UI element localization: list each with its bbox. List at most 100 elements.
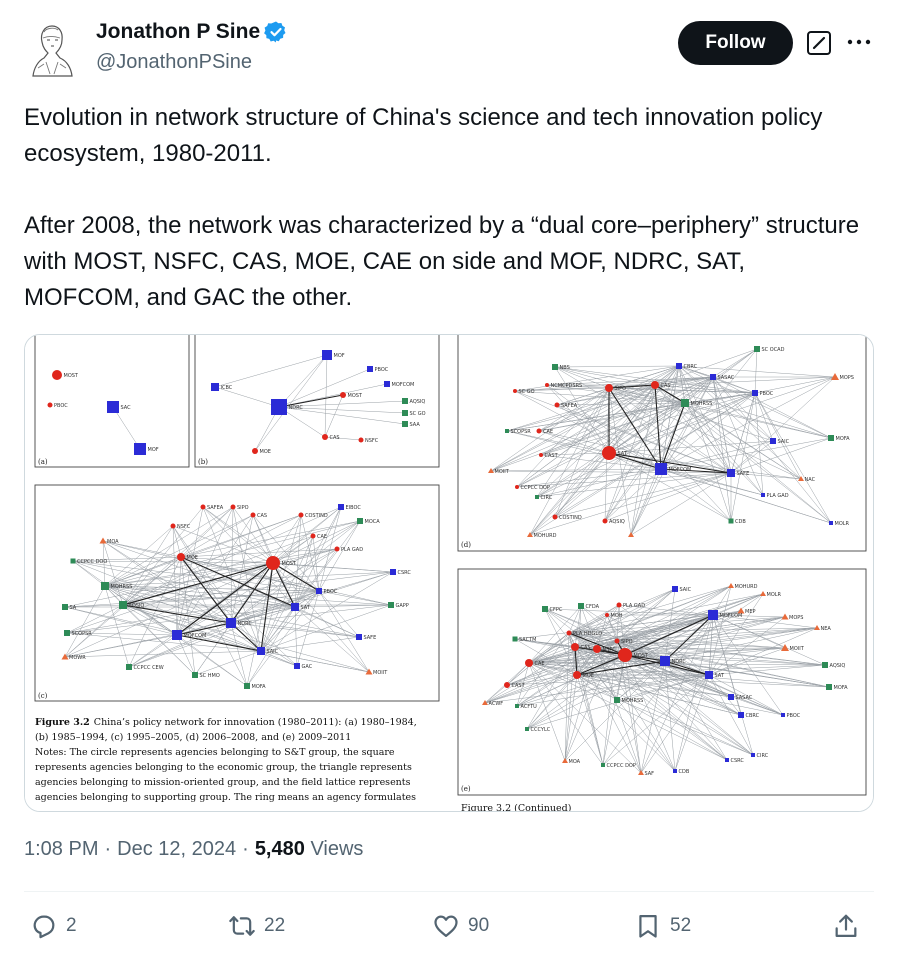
repost-button[interactable]: 22 [228,912,285,940]
panel-e-edge [574,646,578,676]
panel-d-node-cas [651,381,659,389]
panel-d-edge [660,376,714,470]
panel-c-node-label: SAFE [364,635,377,641]
panel-c-edge [176,548,338,636]
panel-d-edge [684,402,832,439]
panel-d-edge [684,348,758,404]
panel-c-edge [260,571,394,652]
panel-c-node-sa [62,604,68,610]
panel-c-node-label: MOE [187,555,198,561]
panel-c-edge [176,634,262,652]
panel-e-edge [514,614,714,640]
panel-d-edge [490,402,686,472]
follow-button[interactable]: Follow [678,21,793,65]
panel-e-edge [664,660,710,676]
panel-d-edge [529,402,686,536]
panel-e-edge [528,588,676,664]
panel-e-edge [528,662,754,756]
like-count: 90 [468,915,490,936]
panel-c-node-label: SAT [301,605,311,611]
panel-d-edge [546,384,662,470]
panel-e-node-molr [760,591,766,596]
panel-d-edge [678,365,756,394]
panel-c-edge [230,506,234,624]
panel-e-node-sactm [512,636,518,642]
panel-c-edge [176,514,254,636]
tweet-date[interactable]: Dec 12, 2024 [117,838,237,860]
tweet-text: Evolution in network structure of China'… [24,100,864,316]
panel-d-edge [660,392,756,470]
panel-d-node-pla-gad [761,493,765,497]
panel-e-edge [596,648,642,774]
panel-e-edge [528,585,732,664]
panel-c-edge [122,604,298,667]
panel-d-node-label: CIRC [541,495,553,501]
panel-c-edge [294,604,392,608]
panel-c-edge [318,590,370,673]
panel-c-edge [180,556,392,606]
panel-c-edge [122,604,232,624]
figure-caption-line-6: agencies belonging to supporting group. … [35,792,416,803]
panel-c-edge [230,622,248,687]
panel-b-node-label: CAS [330,435,340,441]
panel-c-node-label: MOCA [365,519,381,525]
panel-b-node-label: SAA [410,422,421,428]
bookmark-button[interactable]: 52 [634,912,691,940]
panel-d-edge [554,392,756,518]
panel-e-edge [712,614,786,618]
panel-c-edge [122,571,394,606]
tweet-time[interactable]: 1:08 PM [24,838,99,860]
share-button[interactable] [832,912,860,940]
panel-e-edge [484,674,578,704]
avatar[interactable] [24,18,80,78]
panel-e-node-label: SIPO [621,639,633,645]
verified-badge-icon [264,21,286,43]
like-button[interactable]: 90 [432,912,489,940]
panel-d-node-label: SC OCAD [762,347,785,353]
panel-c-edge [194,650,262,676]
more-icon[interactable] [846,32,872,52]
panel-e-node-mep [737,607,745,614]
panel-e-edge [528,605,582,664]
panel-e-edge [568,627,818,634]
panel-c-node-label: MOFCOM [184,633,207,639]
panel-e-node-label: MOIIT [790,646,805,652]
panel-c-node-label: SAFEA [207,505,224,511]
panel-c-node-label: MOFA [252,684,267,690]
panel-d-edge [538,430,732,474]
panel-e-node-mops [781,613,789,620]
grok-icon[interactable] [806,30,832,56]
panel-e-node-cfpc [542,606,548,612]
panel-d-edge [660,365,680,470]
panel-b-node-label: NDRC [289,405,304,411]
panel-c-edge [176,590,320,636]
panel-e-node-label: MOA [569,759,581,765]
panel-d-edge [608,376,836,389]
panel-c-edge [232,506,274,564]
panel-c-edge [176,506,342,636]
portrait-engraving-avatar-icon [24,18,80,78]
panel-d-node-cdb [728,518,734,524]
panel-a-node-label: MOST [64,373,79,379]
author-display-name[interactable]: Jonathon P Sine [96,20,261,43]
panel-e-edge [624,614,714,656]
panel-c-edge [64,606,262,652]
panel-e-node-label: CBRC [746,713,760,719]
panel-c-edge [272,562,320,592]
panel-e-edge [708,647,786,676]
panel-d-node-label: MOLR [835,521,850,527]
panel-c-edge [272,506,342,564]
author-handle[interactable]: @JonathonPSine [96,51,252,73]
panel-e-edge [606,614,710,676]
panel-b-edge [278,354,328,408]
panel-d-edge [554,365,680,368]
panel-d-edge [538,387,610,432]
reply-button[interactable]: 2 [30,912,77,940]
panel-e-edge [568,632,830,688]
panel-e-node-label: NSFC [603,647,617,653]
tweet-media-image[interactable]: .lbl { font-family: "DejaVu Sans", sans-… [24,334,874,812]
panel-c-edge [122,506,204,606]
panel-e-edge [568,605,582,634]
panel-d-node-label: NBS [560,365,570,371]
panel-d-edge [608,452,732,522]
